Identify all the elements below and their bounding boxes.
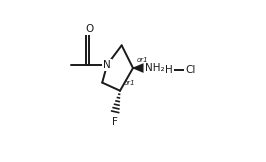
Text: or1: or1 xyxy=(123,80,135,87)
Text: or1: or1 xyxy=(136,57,148,63)
Text: O: O xyxy=(85,24,93,34)
Text: NH₂: NH₂ xyxy=(145,63,164,73)
Text: Cl: Cl xyxy=(185,65,196,75)
Polygon shape xyxy=(133,63,144,73)
Text: N: N xyxy=(103,60,111,70)
Text: H: H xyxy=(165,65,173,75)
Text: F: F xyxy=(112,117,118,127)
